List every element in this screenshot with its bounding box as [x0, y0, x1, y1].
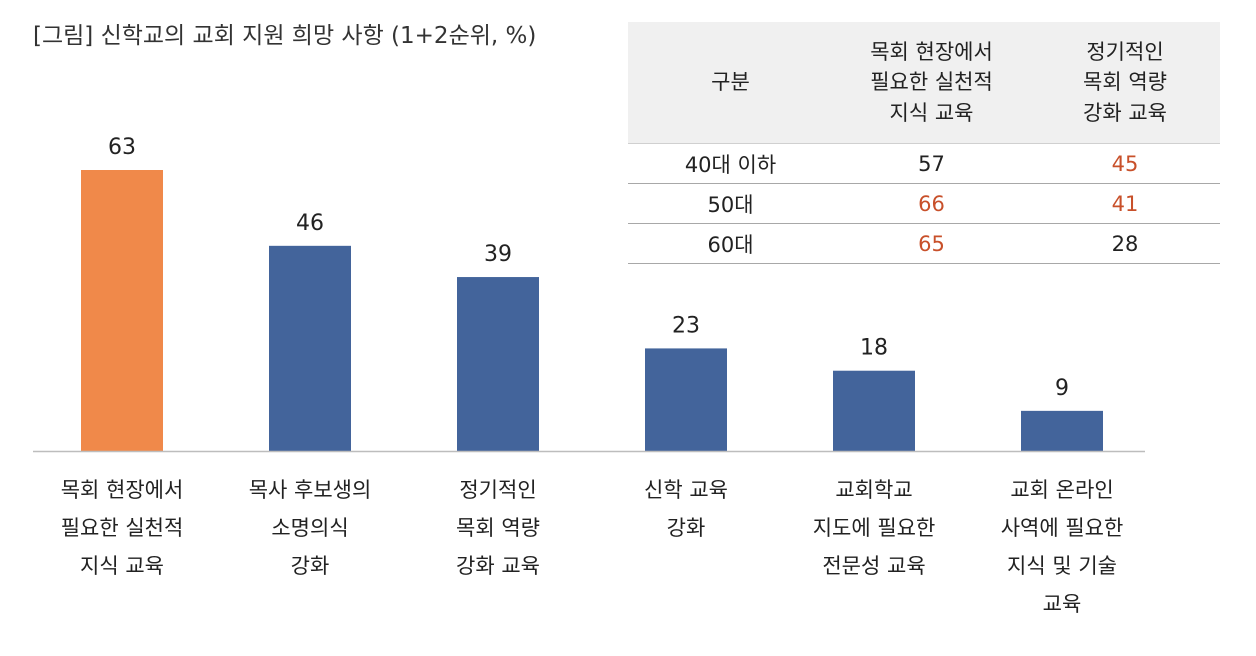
- table-row: 60대 65 28: [628, 223, 1220, 264]
- bar: [645, 348, 727, 451]
- bar-value-label: 46: [296, 211, 324, 236]
- table-cell-col2: 41: [1030, 183, 1220, 224]
- category-label: 지식 교육: [80, 554, 164, 578]
- category-label: 소명의식: [271, 516, 348, 540]
- bar-value-label: 18: [860, 336, 888, 361]
- chart-title: [그림] 신학교의 교회 지원 희망 사항 (1+2순위, %): [33, 23, 537, 49]
- category-label: 강화 교육: [456, 554, 540, 578]
- table-header-col2-line: 목회 역량: [1083, 70, 1167, 95]
- table-cell-group: 50대: [628, 183, 833, 224]
- category-label: 목회 역량: [456, 516, 540, 540]
- category-label: 정기적인: [459, 478, 536, 502]
- table-header-col1-line: 목회 현장에서: [870, 39, 993, 64]
- table-header-group: 구분: [628, 22, 833, 144]
- summary-table: 구분 목회 현장에서 필요한 실천적 지식 교육 정기적인 목회 역량 강화 교…: [628, 22, 1220, 264]
- table-header-col2-line: 정기적인: [1086, 39, 1164, 64]
- bar-value-label: 23: [672, 313, 700, 338]
- table-header-row: 구분 목회 현장에서 필요한 실천적 지식 교육 정기적인 목회 역량 강화 교…: [628, 22, 1220, 144]
- bar: [457, 277, 539, 451]
- category-label: 지식 및 기술: [1007, 554, 1117, 578]
- bar: [81, 170, 163, 451]
- bar-value-label: 9: [1055, 376, 1069, 401]
- category-label: 목사 후보생의: [249, 478, 372, 502]
- category-label: 지도에 필요한: [813, 516, 936, 540]
- table-header-col1-line: 지식 교육: [889, 100, 974, 125]
- table-header-col1-line: 필요한 실천적: [870, 70, 993, 95]
- category-label: 교회 온라인: [1010, 478, 1113, 502]
- table-cell-col2: 28: [1030, 223, 1220, 264]
- table-cell-col2: 45: [1030, 143, 1220, 184]
- table-cell-col1: 65: [833, 223, 1030, 264]
- bar-value-label: 63: [108, 135, 136, 160]
- table-cell-group: 60대: [628, 223, 833, 264]
- bar: [1021, 410, 1103, 451]
- category-label: 교회학교: [835, 478, 912, 502]
- table-cell-col1: 66: [833, 183, 1030, 224]
- category-label: 강화: [291, 554, 330, 578]
- bar: [833, 370, 915, 451]
- table-cell-group: 40대 이하: [628, 143, 833, 184]
- table-header-col2: 정기적인 목회 역량 강화 교육: [1030, 22, 1220, 144]
- category-label: 신학 교육: [644, 478, 728, 502]
- table-header-col1: 목회 현장에서 필요한 실천적 지식 교육: [833, 22, 1030, 144]
- bar-value-label: 39: [484, 242, 512, 267]
- category-label: 필요한 실천적: [61, 516, 184, 540]
- table-row: 40대 이하 57 45: [628, 143, 1220, 184]
- table-cell-col1: 57: [833, 143, 1030, 184]
- bar: [269, 245, 351, 451]
- category-label: 교육: [1043, 592, 1082, 616]
- table-row: 50대 66 41: [628, 183, 1220, 224]
- category-label: 목회 현장에서: [61, 478, 184, 502]
- table-header-col2-line: 강화 교육: [1083, 100, 1167, 125]
- category-label: 강화: [667, 516, 706, 540]
- category-label: 사역에 필요한: [1001, 516, 1124, 540]
- category-label: 전문성 교육: [822, 554, 925, 578]
